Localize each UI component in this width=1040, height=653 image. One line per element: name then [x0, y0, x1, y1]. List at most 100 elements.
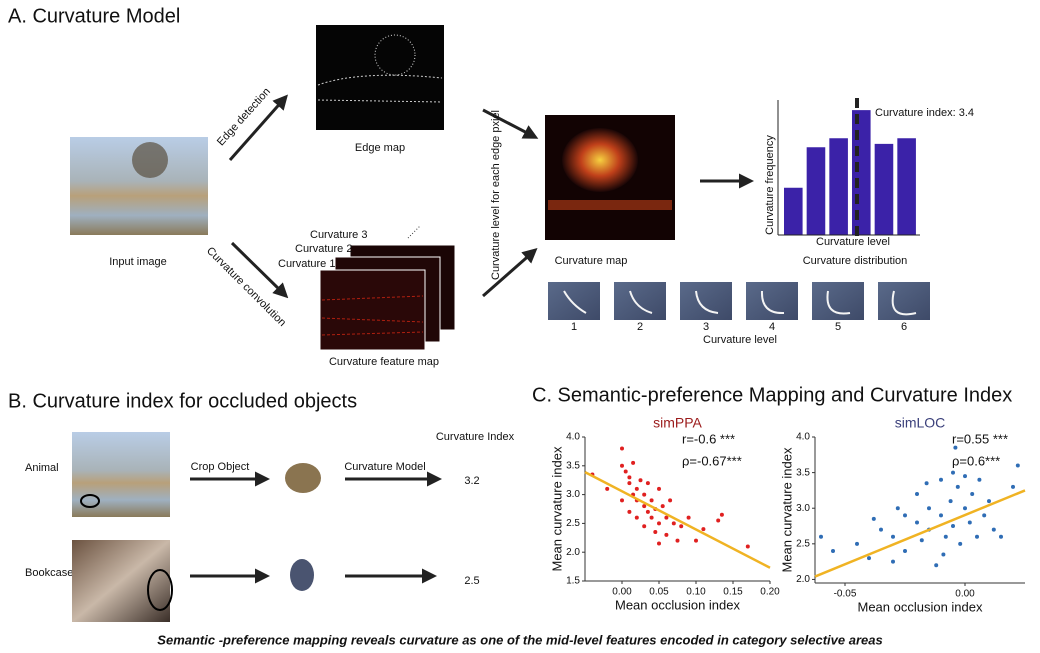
y-tick-label: 2.5: [566, 518, 580, 529]
filter-label: 3: [703, 321, 709, 333]
filter-image: [812, 282, 864, 320]
x-tick-label: 0.05: [649, 587, 669, 598]
image: [72, 432, 170, 517]
y-tick-label: 2.0: [796, 574, 810, 585]
point: [987, 499, 991, 503]
filter-label: 1: [571, 321, 577, 333]
point: [970, 492, 974, 496]
cropped-object: [290, 559, 314, 591]
fit-line: [815, 490, 1025, 576]
point: [951, 471, 955, 475]
point: [951, 524, 955, 528]
bar: [829, 138, 848, 235]
point: [939, 513, 943, 517]
point: [949, 499, 953, 503]
point: [627, 475, 631, 479]
stat: ρ=-0.67***: [682, 453, 742, 468]
filter-label: 5: [835, 321, 841, 333]
point: [958, 542, 962, 546]
point: [668, 498, 672, 502]
column-header: Curvature Index: [436, 431, 515, 443]
chart-title: simLOC: [895, 415, 946, 431]
dots: [408, 226, 420, 238]
filter-label: 4: [769, 321, 775, 333]
label: Curvature level for each edge pxiel: [490, 110, 502, 280]
point: [963, 474, 967, 478]
point: [925, 481, 929, 485]
x-tick-label: 0.00: [955, 589, 975, 600]
bar: [875, 144, 894, 235]
point: [944, 535, 948, 539]
point: [672, 521, 676, 525]
point: [650, 516, 654, 520]
point: [642, 524, 646, 528]
chart-title: simPPA: [653, 415, 702, 431]
point: [661, 504, 665, 508]
filter-image: [614, 282, 666, 320]
y-tick-label: 3.0: [796, 503, 810, 514]
value: 2.5: [464, 575, 479, 587]
label: Curvature 2: [295, 243, 352, 255]
point: [891, 560, 895, 564]
point: [1016, 463, 1020, 467]
point: [903, 549, 907, 553]
label: Curvature level: [703, 334, 777, 346]
label: Curvature 1: [278, 258, 335, 270]
point: [650, 498, 654, 502]
figure: A. Curvature Model Input image Edge dete…: [0, 0, 1040, 653]
point: [915, 492, 919, 496]
point: [975, 535, 979, 539]
y-label: Mean curvature index: [779, 447, 794, 573]
point: [679, 524, 683, 528]
point: [934, 563, 938, 567]
point: [664, 533, 668, 537]
point: [624, 470, 628, 474]
point: [977, 478, 981, 482]
y-label: Curvature frequency: [764, 135, 776, 235]
label: Edge map: [355, 142, 405, 154]
point: [999, 535, 1003, 539]
curvature-band: [548, 200, 672, 210]
annotation: Curvature index: 3.4: [875, 107, 974, 119]
panel-title: A. Curvature Model: [8, 5, 180, 27]
y-tick-label: 4.0: [566, 432, 580, 443]
point: [627, 481, 631, 485]
point: [657, 487, 661, 491]
y-tick-label: 4.0: [796, 432, 810, 443]
point: [879, 528, 883, 532]
label: Edge detection: [215, 86, 273, 149]
x-label: Mean occlusion index: [857, 599, 983, 614]
point: [620, 464, 624, 468]
cropped-object: [285, 463, 321, 493]
curvature-blob: [562, 128, 638, 192]
point: [642, 493, 646, 497]
y-tick-label: 3.0: [566, 489, 580, 500]
point: [1011, 485, 1015, 489]
point: [620, 498, 624, 502]
point: [620, 447, 624, 451]
bar: [897, 138, 916, 235]
point: [694, 539, 698, 543]
image: [72, 540, 170, 622]
y-tick-label: 1.5: [566, 576, 580, 587]
filter-label: 2: [637, 321, 643, 333]
bar: [784, 188, 803, 235]
tree: [132, 142, 168, 178]
point: [676, 539, 680, 543]
point: [720, 513, 724, 517]
point: [968, 520, 972, 524]
y-tick-label: 3.5: [566, 460, 580, 471]
point: [646, 481, 650, 485]
label: Curvature 3: [310, 229, 367, 241]
point: [939, 478, 943, 482]
label: Crop Object: [191, 461, 250, 473]
stat: ρ=0.6***: [952, 453, 1000, 468]
point: [915, 520, 919, 524]
point: [701, 527, 705, 531]
point: [963, 506, 967, 510]
bar: [807, 147, 826, 235]
point: [992, 528, 996, 532]
filter-image: [746, 282, 798, 320]
point: [920, 538, 924, 542]
edge-map: [316, 25, 444, 130]
